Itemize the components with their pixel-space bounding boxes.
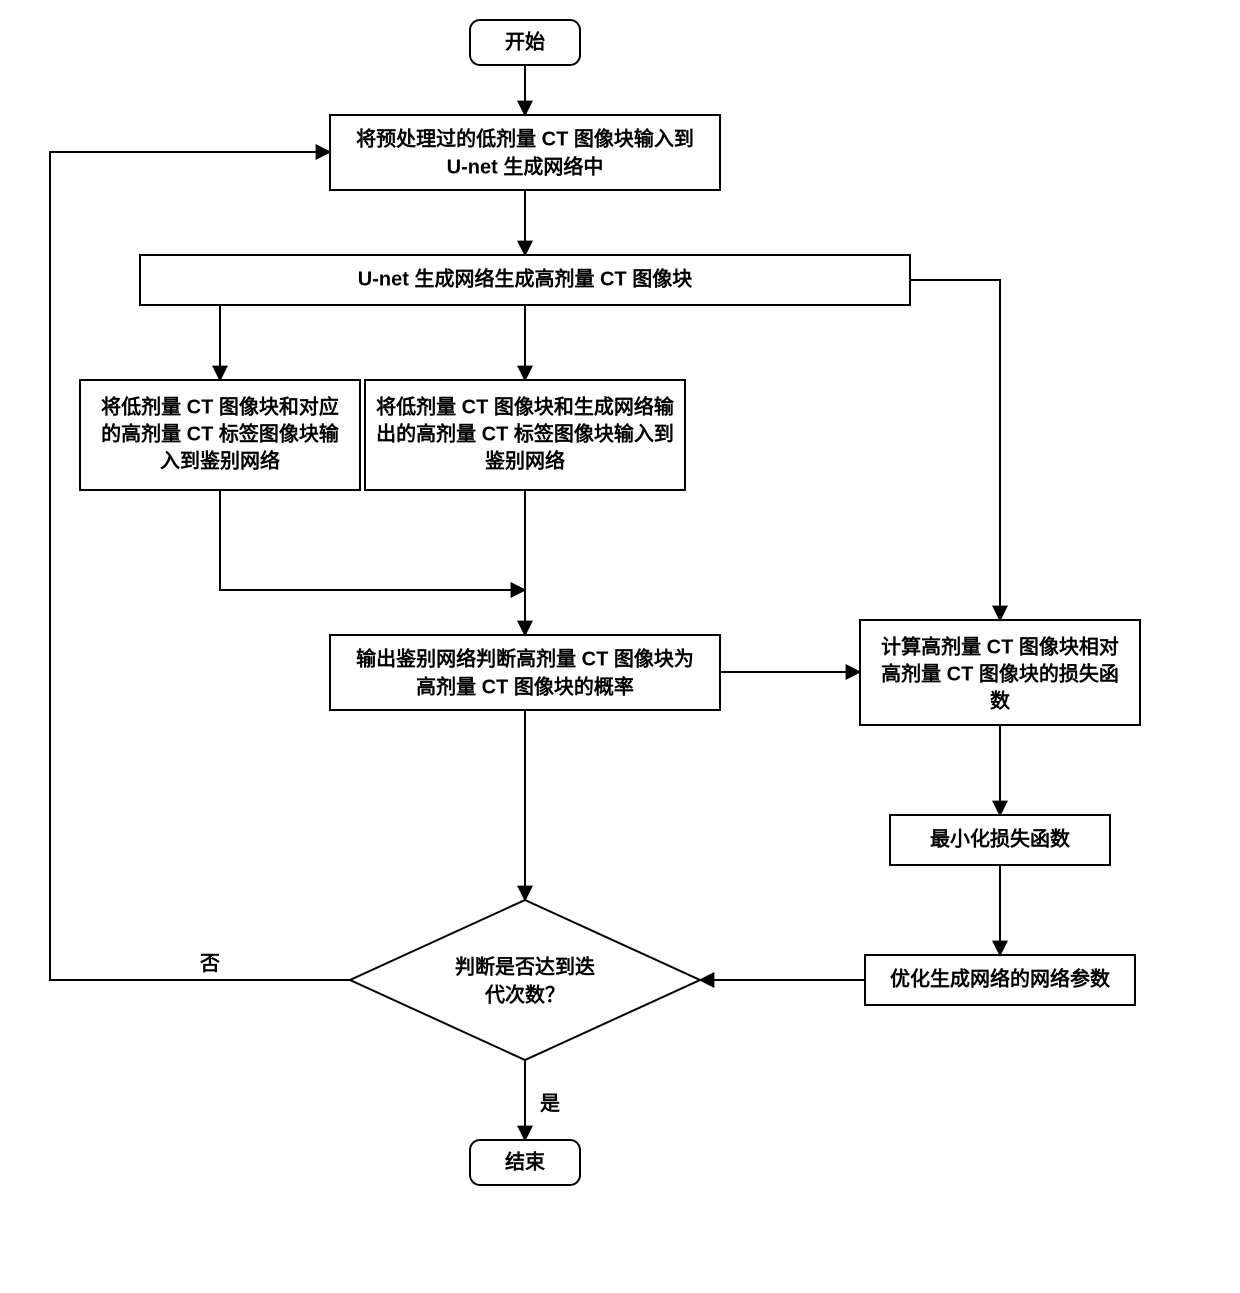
node-mid-l3: 鉴别网络 (484, 448, 565, 472)
node-dec-l1: 判断是否达到迭 (455, 954, 595, 978)
edge-gen-loss (910, 280, 1000, 620)
node-gen-label: U-net 生成网络生成高剂量 CT 图像块 (358, 266, 693, 290)
node-opt-label: 优化生成网络的网络参数 (890, 966, 1111, 990)
node-prob (330, 635, 720, 710)
node-mid-l1: 将低剂量 CT 图像块和生成网络输 (376, 394, 675, 418)
node-left-l3: 入到鉴别网络 (160, 448, 280, 472)
node-loss-l2: 高剂量 CT 图像块的损失函 (881, 661, 1119, 685)
node-min-label: 最小化损失函数 (930, 826, 1071, 850)
node-input-l1: 将预处理过的低剂量 CT 图像块输入到 (356, 126, 694, 150)
node-prob-l1: 输出鉴别网络判断高剂量 CT 图像块为 (356, 646, 694, 670)
node-input (330, 115, 720, 190)
node-input-l2: U-net 生成网络中 (447, 154, 604, 178)
edge-yes-label: 是 (539, 1092, 560, 1115)
node-loss-l3: 数 (990, 688, 1011, 712)
node-left-l2: 的高剂量 CT 标签图像块输 (101, 421, 340, 445)
node-dec-l2: 代次数？ (484, 982, 565, 1006)
node-prob-l2: 高剂量 CT 图像块的概率 (416, 674, 634, 698)
node-start-label: 开始 (505, 29, 545, 53)
node-left-l1: 将低剂量 CT 图像块和对应 (101, 394, 339, 418)
flowchart-canvas: 开始 将预处理过的低剂量 CT 图像块输入到 U-net 生成网络中 U-net… (0, 0, 1240, 1293)
edge-no-label: 否 (199, 953, 220, 975)
node-loss-l1: 计算高剂量 CT 图像块相对 (881, 634, 1119, 658)
node-decision (350, 900, 700, 1060)
node-mid-l2: 出的高剂量 CT 标签图像块输入到 (376, 421, 674, 445)
node-end-label: 结束 (505, 1149, 546, 1173)
edge-left-merge (220, 490, 525, 590)
